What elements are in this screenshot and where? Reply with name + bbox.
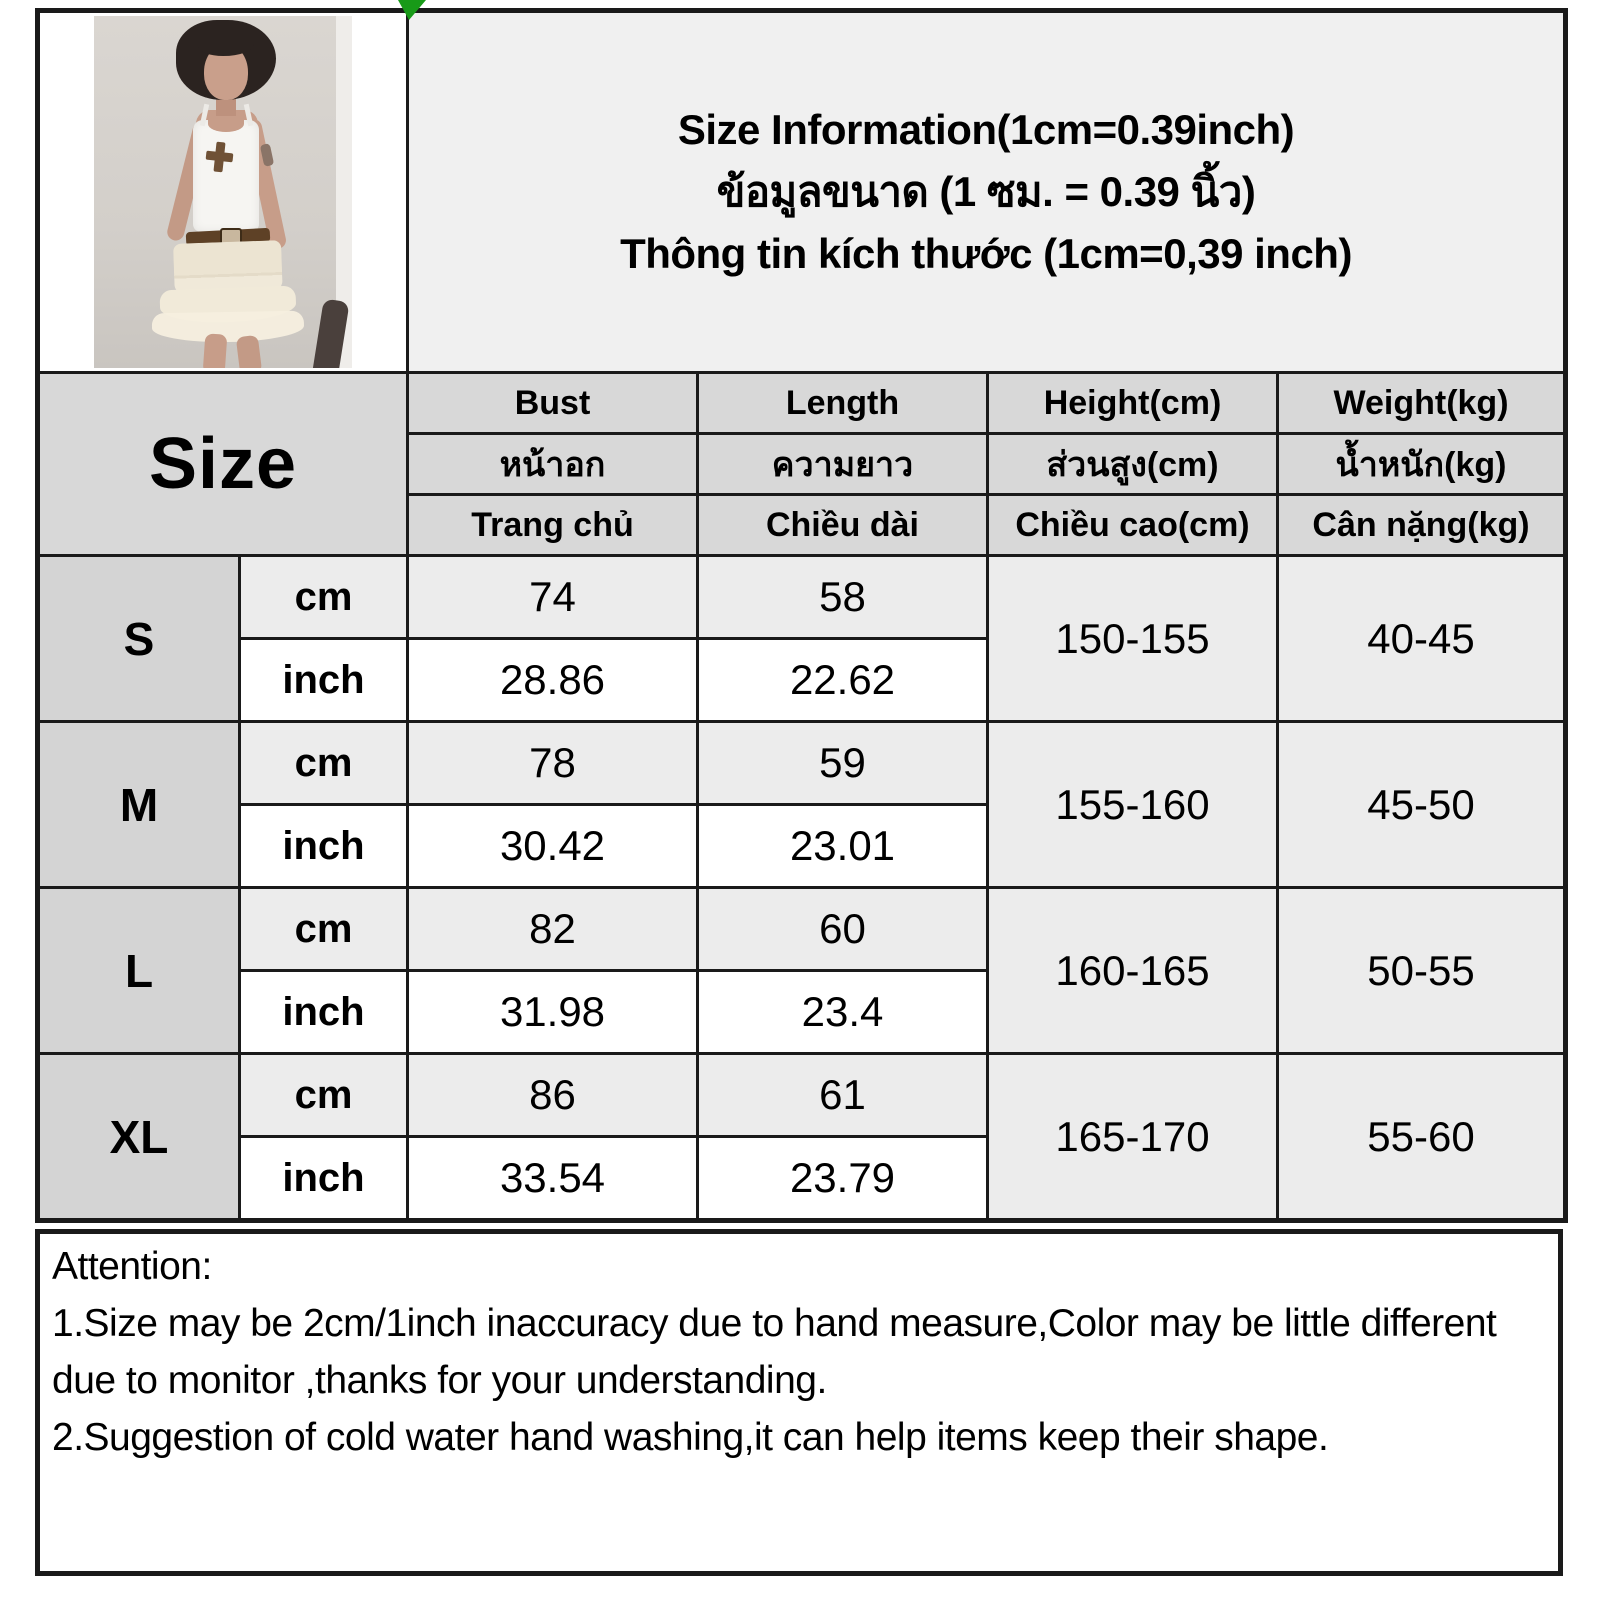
- size-cell-m: M: [36, 720, 241, 889]
- col-header-height-th: ส่วนสูง(cm): [986, 432, 1279, 496]
- value-xl-length-cm: 61: [696, 1052, 989, 1138]
- value-s-bust-inch: 28.86: [406, 637, 699, 723]
- col-header-height-vi: Chiều cao(cm): [986, 493, 1279, 557]
- title-cell: Size Information(1cm=0.39inch) ข้อมูลขนา…: [405, 9, 1568, 374]
- value-l-height: 160-165: [986, 886, 1279, 1055]
- skirt-ruffle-2: [151, 310, 305, 344]
- col-header-length-en: Length: [696, 371, 989, 435]
- value-xl-bust-inch: 33.54: [406, 1135, 699, 1222]
- value-m-height: 155-160: [986, 720, 1279, 889]
- model-neck: [216, 96, 236, 116]
- col-header-length-vi: Chiều dài: [696, 493, 989, 557]
- product-photo-cell: [36, 9, 409, 374]
- col-header-bust-en: Bust: [406, 371, 699, 435]
- col-header-weight-vi: Cân nặng(kg): [1275, 493, 1568, 557]
- size-cell-l: L: [36, 886, 241, 1055]
- value-s-length-cm: 58: [696, 554, 989, 640]
- value-s-weight: 40-45: [1275, 554, 1568, 723]
- attention-title: Attention:: [52, 1245, 212, 1288]
- unit-cell-inch: inch: [238, 1135, 409, 1222]
- attention-note-2: 2.Suggestion of cold water hand washing,…: [52, 1416, 1329, 1459]
- col-header-bust-vi: Trang chủ: [406, 493, 699, 557]
- value-l-bust-inch: 31.98: [406, 969, 699, 1055]
- size-cell-s: S: [36, 554, 241, 723]
- model-hair-fringe: [198, 34, 254, 56]
- value-l-length-cm: 60: [696, 886, 989, 972]
- white-tank-top: [193, 120, 259, 232]
- value-s-length-inch: 22.62: [696, 637, 989, 723]
- unit-cell-cm: cm: [238, 720, 409, 806]
- model-leg-left: [202, 333, 228, 368]
- tank-neckline: [208, 116, 244, 132]
- value-m-length-inch: 23.01: [696, 803, 989, 889]
- size-chart-table: Size Information(1cm=0.39inch) ข้อมูลขนา…: [35, 8, 1569, 1223]
- unit-cell-cm: cm: [238, 886, 409, 972]
- size-header-cell: Size: [36, 371, 409, 557]
- size-cell-xl: XL: [36, 1052, 241, 1222]
- unit-cell-inch: inch: [238, 969, 409, 1055]
- value-s-height: 150-155: [986, 554, 1279, 723]
- unit-cell-inch: inch: [238, 803, 409, 889]
- col-header-height-en: Height(cm): [986, 371, 1279, 435]
- value-xl-bust-cm: 86: [406, 1052, 699, 1138]
- value-s-bust-cm: 74: [406, 554, 699, 640]
- green-corner-marker: [398, 0, 426, 20]
- unit-cell-cm: cm: [238, 554, 409, 640]
- value-m-length-cm: 59: [696, 720, 989, 806]
- col-header-weight-en: Weight(kg): [1275, 371, 1568, 435]
- unit-cell-cm: cm: [238, 1052, 409, 1138]
- value-l-bust-cm: 82: [406, 886, 699, 972]
- product-photo: [41, 14, 405, 370]
- col-header-weight-th: น้ำหนัก(kg): [1275, 432, 1568, 496]
- size-chart-sheet: Size Information(1cm=0.39inch) ข้อมูลขนา…: [35, 8, 1569, 1576]
- col-header-bust-th: หน้าอก: [406, 432, 699, 496]
- title-line-vi: Thông tin kích thước (1cm=0,39 inch): [620, 230, 1352, 277]
- value-m-weight: 45-50: [1275, 720, 1568, 889]
- col-header-length-th: ความยาว: [696, 432, 989, 496]
- unit-cell-inch: inch: [238, 637, 409, 723]
- value-m-bust-cm: 78: [406, 720, 699, 806]
- value-m-bust-inch: 30.42: [406, 803, 699, 889]
- model-photo-art: [94, 16, 352, 368]
- attention-box: Attention: 1.Size may be 2cm/1inch inacc…: [35, 1229, 1563, 1576]
- value-xl-weight: 55-60: [1275, 1052, 1568, 1222]
- value-l-weight: 50-55: [1275, 886, 1568, 1055]
- backdrop-strip: [336, 16, 352, 368]
- value-l-length-inch: 23.4: [696, 969, 989, 1055]
- attention-note-1: 1.Size may be 2cm/1inch inaccuracy due t…: [52, 1302, 1497, 1402]
- title-line-en: Size Information(1cm=0.39inch): [677, 106, 1295, 153]
- value-xl-height: 165-170: [986, 1052, 1279, 1222]
- value-xl-length-inch: 23.79: [696, 1135, 989, 1222]
- title-line-th: ข้อมูลขนาด (1 ซม. = 0.39 นิ้ว): [716, 168, 1256, 215]
